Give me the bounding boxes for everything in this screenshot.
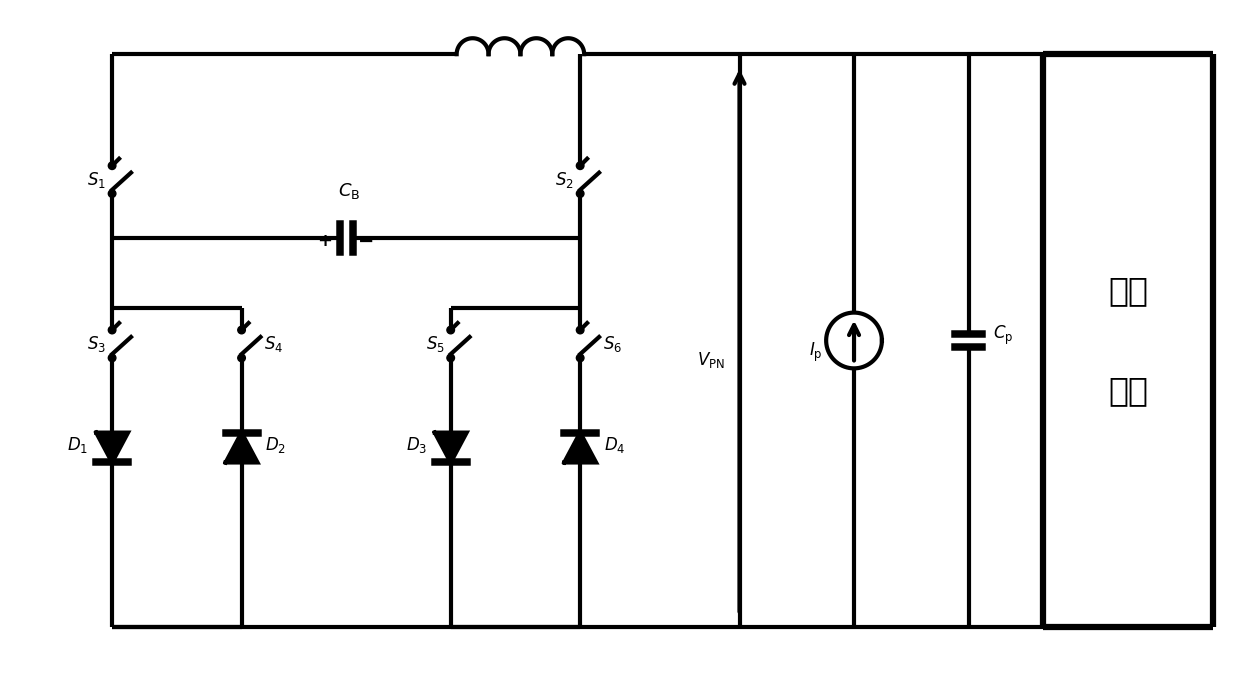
Polygon shape	[97, 433, 128, 462]
Circle shape	[577, 162, 584, 170]
Circle shape	[108, 354, 115, 361]
Circle shape	[446, 354, 455, 361]
Circle shape	[577, 190, 584, 197]
Circle shape	[577, 326, 584, 334]
Circle shape	[108, 326, 115, 334]
Text: −: −	[358, 232, 374, 251]
Polygon shape	[564, 433, 596, 462]
Text: $S_2$: $S_2$	[556, 170, 574, 190]
Circle shape	[238, 326, 246, 334]
Text: $S_6$: $S_6$	[603, 334, 622, 354]
Text: 有源: 有源	[1107, 274, 1148, 307]
Circle shape	[108, 190, 115, 197]
Text: $D_2$: $D_2$	[265, 435, 286, 454]
Text: +: +	[316, 232, 332, 250]
Text: $D_1$: $D_1$	[67, 435, 88, 454]
Text: $S_5$: $S_5$	[425, 334, 445, 354]
Text: $C_{\rm B}$: $C_{\rm B}$	[339, 180, 361, 201]
Circle shape	[446, 326, 455, 334]
Text: $S_3$: $S_3$	[87, 334, 107, 354]
Text: $D_4$: $D_4$	[604, 435, 625, 454]
Circle shape	[108, 162, 115, 170]
Text: $C_{\rm p}$: $C_{\rm p}$	[993, 324, 1014, 347]
Text: $D_3$: $D_3$	[405, 435, 427, 454]
Text: 整流: 整流	[1107, 374, 1148, 406]
Text: $S_4$: $S_4$	[264, 334, 284, 354]
Circle shape	[577, 354, 584, 361]
Text: $V_{\rm PN}$: $V_{\rm PN}$	[697, 351, 724, 370]
Polygon shape	[435, 433, 466, 462]
Polygon shape	[226, 433, 258, 462]
Text: $I_{\rm p}$: $I_{\rm p}$	[808, 341, 822, 364]
Text: $S_1$: $S_1$	[87, 170, 107, 190]
Circle shape	[238, 354, 246, 361]
